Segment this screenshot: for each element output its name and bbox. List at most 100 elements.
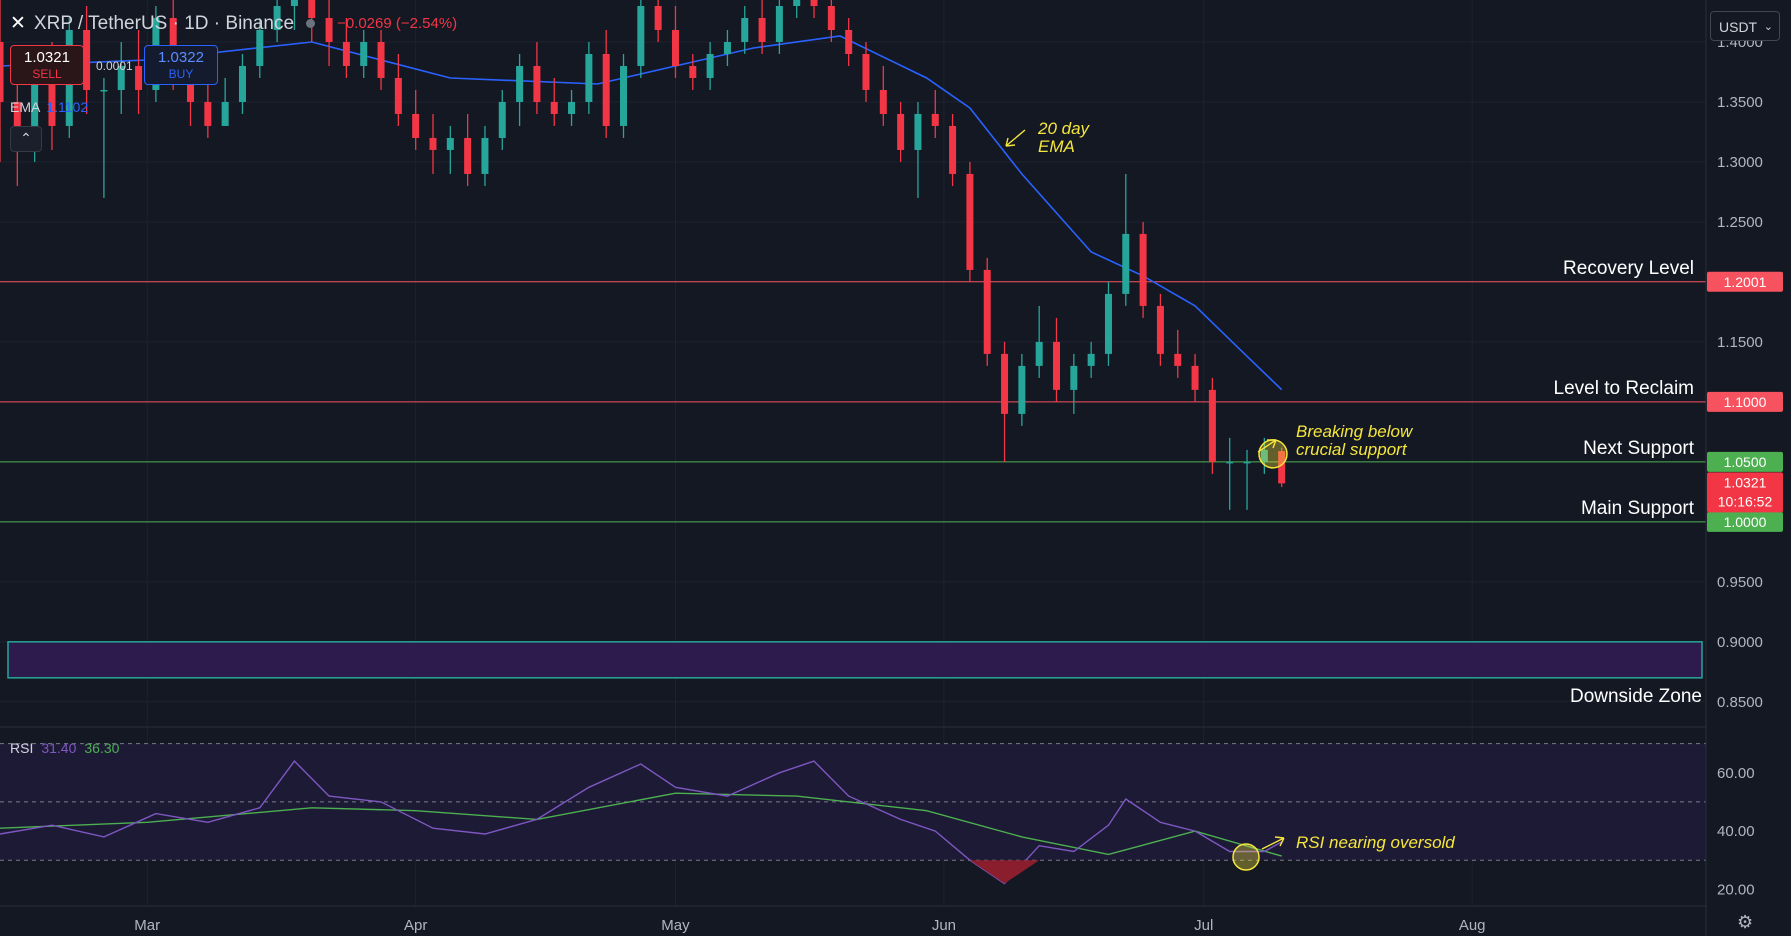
candle-body [83, 29, 91, 90]
candle-body [1226, 461, 1234, 464]
level-price-tag-label: 1.2001 [1724, 274, 1767, 290]
candle-body [983, 269, 991, 354]
candle-body [1001, 353, 1009, 414]
chevron-down-icon: ⌄ [1763, 21, 1773, 33]
ema-annotation-arrow [1005, 129, 1026, 147]
price-tick-label: 1.3500 [1717, 94, 1763, 111]
candle-body [256, 29, 264, 66]
buy-button[interactable]: 1.0322 BUY [144, 45, 218, 85]
spread-value: 0.0001 [96, 59, 133, 73]
candle-body [879, 89, 887, 114]
candle-body [1278, 451, 1286, 484]
sell-price: 1.0321 [24, 49, 70, 66]
candle-body [1174, 353, 1182, 366]
level-lines: Recovery Level Level to Reclaim Next Suppo… [0, 258, 1706, 707]
symbol-header: ✕ XRP / TetherUS · 1D · Binance −0.0269 … [10, 12, 457, 35]
candle-body [31, 77, 39, 138]
candle-body [412, 113, 420, 138]
level-label: Recovery Level [1563, 258, 1694, 279]
candle-body [602, 53, 610, 126]
rsi-legend-value: 31.40 [41, 740, 77, 756]
symbol-title[interactable]: XRP / TetherUS · 1D · Binance [33, 12, 295, 34]
gear-icon[interactable]: ⚙ [1737, 912, 1754, 932]
rsi-tick-label: 60.00 [1717, 765, 1755, 782]
candle-body [429, 137, 437, 150]
candle-body [498, 101, 506, 138]
candle-body [516, 65, 524, 102]
ema-legend[interactable]: EMA 1.1102 [10, 99, 88, 115]
candle-body [1053, 341, 1061, 390]
candle-body [1191, 365, 1199, 390]
candle-body [1035, 341, 1043, 366]
candle-body [464, 137, 472, 174]
rsi-ma-legend-value: 36.30 [84, 740, 120, 756]
rsi-legend-label: RSI [10, 740, 34, 756]
candle-body [966, 173, 974, 270]
candle-body [204, 101, 212, 126]
time-tick-label: Mar [134, 917, 160, 934]
candle-body [1139, 233, 1147, 306]
downside-zone-label: Downside Zone [1570, 686, 1702, 707]
ema-annotation: 20 day EMA [1037, 119, 1091, 156]
chevron-up-icon[interactable]: ⌃ [10, 126, 42, 152]
level-price-tag [1707, 391, 1783, 412]
candle-body [394, 77, 402, 114]
support-break-annotation-line: crucial support [1296, 440, 1408, 459]
candle-body [1087, 353, 1095, 366]
candle-body [238, 65, 246, 102]
level-label: Level to Reclaim [1554, 378, 1694, 399]
ema-line [0, 35, 1283, 391]
candle-body [446, 137, 454, 150]
time-tick-label: Jul [1194, 917, 1213, 934]
price-tick-label: 1.2500 [1717, 214, 1763, 231]
level-label: Main Support [1581, 498, 1695, 519]
rsi-legend[interactable]: RSI 31.40 36.30 [10, 740, 119, 756]
candle-body [342, 41, 350, 66]
candle-body [135, 65, 143, 90]
buy-price: 1.0322 [158, 49, 204, 66]
candle-body [914, 113, 922, 150]
price-tick-label: 0.8500 [1717, 694, 1763, 711]
candle-body [290, 0, 298, 6]
candle-body [827, 5, 835, 30]
level-label: Next Support [1583, 438, 1695, 459]
bar-countdown-label: 10:16:52 [1718, 493, 1773, 509]
level-price-tag-label: 1.1000 [1724, 394, 1767, 410]
candle-body [187, 77, 195, 102]
close-icon[interactable]: ✕ [10, 13, 26, 34]
candle-body [775, 5, 783, 42]
currency-selector[interactable]: USDT ⌄ [1710, 11, 1780, 41]
candle-body [897, 113, 905, 150]
candle-body [273, 5, 281, 30]
rsi-annotation: RSI nearing oversold [1296, 833, 1455, 852]
candle-body [810, 0, 818, 6]
time-tick-label: Aug [1459, 917, 1486, 934]
price-axis[interactable]: 1.40001.35001.30001.25001.20001.15001.10… [1705, 0, 1791, 936]
rsi-tick-label: 20.00 [1717, 881, 1755, 898]
ema-annotation-line: EMA [1038, 137, 1075, 156]
candle-body [308, 0, 316, 18]
rsi-pane [0, 743, 1706, 885]
candle-body [741, 17, 749, 42]
candle-body [689, 65, 697, 78]
candle-body [654, 5, 662, 30]
level-price-tag [1707, 451, 1783, 472]
ema-legend-value: 1.1102 [46, 99, 89, 115]
ema-annotation-line: 20 day [1037, 119, 1091, 138]
support-break-arrow [1257, 439, 1277, 453]
candle-body [723, 41, 731, 54]
current-price-tag [1707, 472, 1783, 513]
price-change: −0.0269 (−2.54%) [337, 15, 458, 32]
candle-body [377, 41, 385, 78]
sell-button[interactable]: 1.0321 SELL [10, 45, 84, 85]
level-price-tag-label: 1.0500 [1724, 454, 1767, 470]
candle-body [1122, 233, 1130, 294]
candle-body [100, 89, 108, 92]
time-tick-label: Jun [932, 917, 956, 934]
candle-body [1156, 305, 1164, 354]
candle-body [1104, 293, 1112, 354]
annotations: 20 day EMA Breaking below crucial support RS… [1005, 119, 1455, 871]
time-axis[interactable]: Mar Apr May Jun Jul Aug [0, 905, 1706, 934]
candle-body [758, 17, 766, 42]
